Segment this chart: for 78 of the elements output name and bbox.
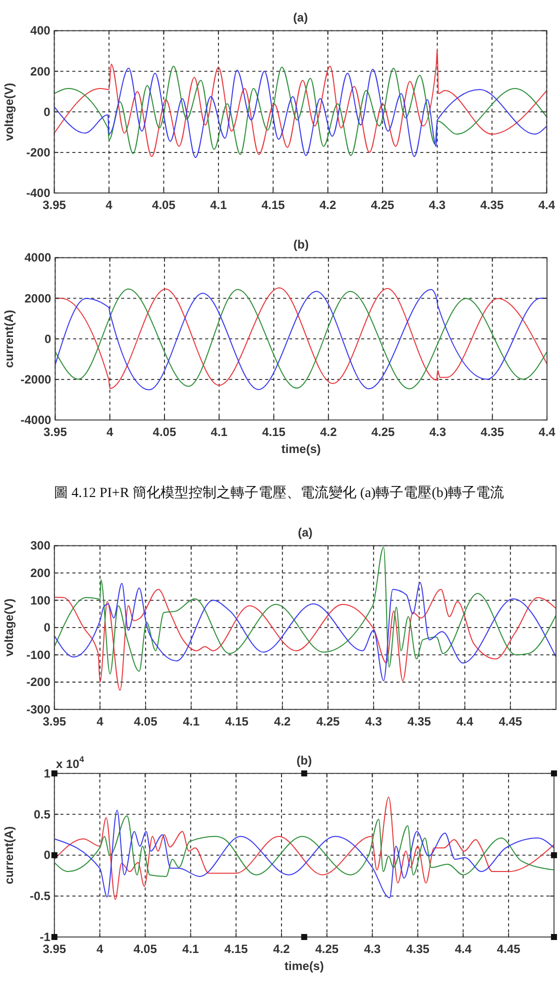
y-tick-label: 0 bbox=[44, 848, 51, 862]
line-series bbox=[54, 48, 548, 157]
x-axis-title: time(s) bbox=[281, 442, 321, 456]
y-tick-label: 0 bbox=[44, 104, 51, 119]
x-tick-label: 4.35 bbox=[480, 425, 504, 439]
y-tick-label: 0 bbox=[44, 620, 51, 635]
x-tick-label: 4.4 bbox=[454, 942, 472, 956]
y-tick-label: 400 bbox=[30, 24, 51, 38]
y-tick-label: 100 bbox=[30, 593, 51, 608]
x-tick-label: 4 bbox=[106, 198, 113, 212]
x-tick-label: 4.35 bbox=[408, 714, 432, 728]
x-tick-label: 4.15 bbox=[261, 198, 286, 212]
y-tick-label: 2000 bbox=[24, 291, 52, 306]
y-tick-label: -200 bbox=[26, 145, 51, 160]
y-axis-title: voltage(V) bbox=[2, 82, 16, 141]
x-tick-label: 4.35 bbox=[480, 198, 504, 212]
caption: 圖 4.12 PI+R 簡化模型控制之轉子電壓、電流變化 (a)轉子電壓(b)轉子電流 bbox=[54, 484, 504, 500]
x-tick-label: 4.3 bbox=[365, 714, 382, 728]
x-tick-label: 4.25 bbox=[371, 425, 396, 439]
x-tick-label: 4.25 bbox=[370, 198, 395, 212]
x-tick-label: 4.45 bbox=[496, 942, 521, 956]
x-tick-label: 4.15 bbox=[262, 425, 286, 439]
y-tick-label: 1 bbox=[44, 766, 51, 780]
y-tick-label: 200 bbox=[30, 566, 51, 580]
x-tick-label: 4.1 bbox=[210, 425, 228, 439]
y-axis-title: current(A) bbox=[2, 310, 16, 368]
x-tick-label: 4.3 bbox=[364, 942, 381, 956]
x-tick-label: 4.2 bbox=[274, 714, 292, 728]
x-tick-label: 4.1 bbox=[182, 714, 200, 728]
y-tick-label: -300 bbox=[26, 702, 51, 716]
x-tick-label: 4.05 bbox=[152, 425, 176, 439]
y-tick-label: -400 bbox=[26, 186, 51, 200]
x-tick-label: 4 bbox=[96, 714, 104, 728]
x-tick-label: 4.05 bbox=[134, 714, 158, 728]
y-axis-title: voltage(V) bbox=[2, 598, 16, 657]
y-tick-label: -4000 bbox=[20, 413, 52, 427]
y-tick-label: -100 bbox=[26, 648, 51, 662]
text: x 10$^{4}$ bbox=[56, 754, 84, 771]
x-tick-label: 4.2 bbox=[273, 942, 290, 956]
x-tick-label: 4 bbox=[106, 425, 114, 439]
x-tick-label: 4.1 bbox=[182, 942, 200, 956]
x-axis-title: time(s) bbox=[284, 959, 324, 973]
y-tick-label: 300 bbox=[30, 538, 51, 553]
x-tick-label: 4.4 bbox=[538, 425, 556, 439]
x-tick-label: 4.2 bbox=[320, 198, 337, 212]
x-tick-label: 4.3 bbox=[428, 198, 446, 212]
y-tick-label: 4000 bbox=[24, 250, 52, 265]
y-tick-label: -2000 bbox=[20, 372, 52, 386]
x-tick-label: 4.05 bbox=[134, 942, 158, 956]
x-tick-label: 4.15 bbox=[224, 942, 248, 956]
x-tick-label: 4.4 bbox=[538, 198, 556, 212]
y-tick-label: 0.5 bbox=[34, 807, 51, 822]
y-axis-title: current(A) bbox=[2, 826, 16, 884]
x-tick-label: 4.05 bbox=[152, 198, 176, 212]
x-tick-label: 4.45 bbox=[498, 714, 522, 728]
line-series bbox=[54, 815, 554, 877]
chart-title: (b) bbox=[296, 753, 312, 768]
x-tick-label: 4.3 bbox=[429, 425, 446, 439]
x-tick-label: 4.25 bbox=[316, 714, 340, 728]
x-tick-label: 4.4 bbox=[456, 714, 474, 728]
x-tick-label: 3.95 bbox=[42, 714, 66, 728]
x-tick-label: 3.95 bbox=[44, 425, 68, 439]
x-tick-label: 4.1 bbox=[210, 198, 228, 212]
chart-title: (a) bbox=[293, 10, 308, 25]
y-tick-label: -1 bbox=[40, 930, 51, 944]
chart-title: (a) bbox=[298, 526, 313, 540]
x-tick-label: 4.25 bbox=[315, 942, 339, 956]
y-tick-label: -0.5 bbox=[30, 889, 51, 904]
chart-title: (b) bbox=[293, 238, 309, 252]
x-tick-label: 4.2 bbox=[320, 425, 338, 439]
x-tick-label: 3.95 bbox=[42, 942, 66, 956]
y-tick-label: -200 bbox=[26, 675, 51, 690]
x-tick-label: 4.15 bbox=[225, 714, 249, 728]
x-tick-label: 4 bbox=[96, 942, 104, 956]
y-tick-label: 200 bbox=[30, 64, 51, 78]
x-tick-label: 4.35 bbox=[406, 942, 430, 956]
y-tick-label: 0 bbox=[44, 332, 52, 346]
x-tick-label: 3.95 bbox=[42, 198, 66, 212]
